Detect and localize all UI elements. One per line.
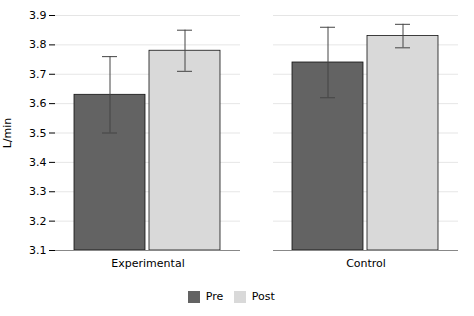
svg-text:3.3: 3.3 (29, 185, 47, 198)
svg-text:3.9: 3.9 (29, 9, 47, 22)
svg-text:3.7: 3.7 (29, 68, 47, 81)
svg-text:3.2: 3.2 (29, 215, 47, 228)
html-text:Post: Post (251, 290, 275, 303)
svg-text:L/min: L/min (1, 118, 14, 149)
html-text:Pre: Pre (205, 290, 224, 303)
svg-text:3.4: 3.4 (29, 156, 47, 169)
svg-text:3.8: 3.8 (29, 38, 47, 51)
svg-text:Control: Control (346, 257, 386, 270)
svg-text:3.6: 3.6 (29, 97, 47, 110)
svg-text:3.1: 3.1 (29, 244, 47, 257)
svg-text:3.5: 3.5 (29, 127, 47, 140)
svg-text:Experimental: Experimental (111, 257, 184, 270)
